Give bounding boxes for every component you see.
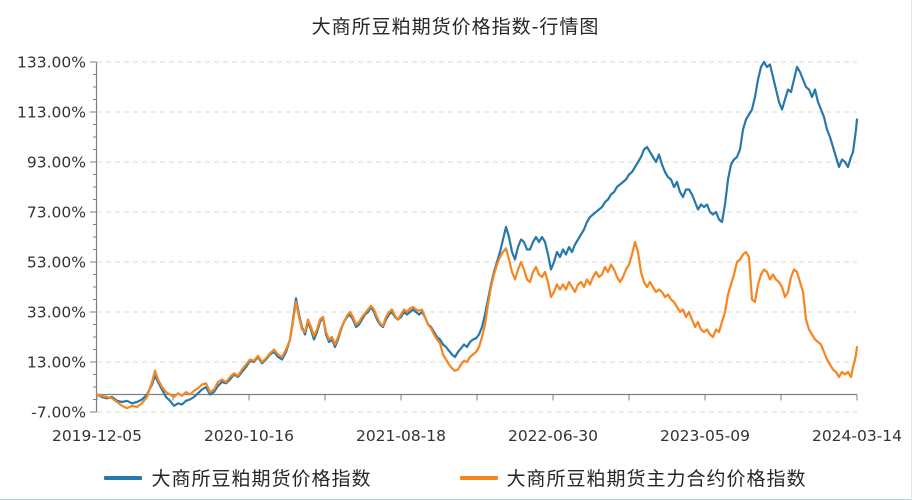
y-tick-label: 113.00% [17,104,86,122]
y-tick-label: 53.00% [27,254,86,272]
series-line-1 [95,60,859,407]
series2-line-swatch [459,475,498,480]
legend-item-main-contract-index: 大商所豆粕期货主力合约价格指数 [459,464,807,491]
x-tick-label: 2022-06-30 [508,427,598,445]
legend-label-main-contract-index: 大商所豆粕期货主力合约价格指数 [506,468,807,490]
price-index-line-chart: -7.00% 13.00% 33.00% 53.00% 73.00% 93.00% 113.… [17,54,902,446]
y-tick-label: 73.00% [27,204,86,222]
chart-legend: 大商所豆粕期货价格指数 大商所豆粕期货主力合约价格指数 [0,464,911,491]
series1-line-swatch [104,475,143,480]
y-tick-label: -7.00% [31,404,86,422]
series-line-2 [95,240,859,410]
x-tick-label: 2023-05-09 [660,427,750,445]
x-tick-label: 2019-12-05 [52,427,142,445]
legend-label-price-index: 大商所豆粕期货价格指数 [151,468,372,490]
legend-item-price-index: 大商所豆粕期货价格指数 [104,464,371,491]
y-tick-label: 133.00% [17,54,86,72]
x-tick-label: 2020-10-16 [204,427,294,445]
chart-title: 大商所豆粕期货价格指数-行情图 [311,16,600,38]
x-tick-label: 2021-08-18 [356,427,446,445]
y-tick-label: 93.00% [27,154,86,172]
y-tick-label: 13.00% [27,354,86,372]
x-tick-label: 2024-03-14 [812,427,902,445]
y-tick-label: 33.00% [27,304,86,322]
